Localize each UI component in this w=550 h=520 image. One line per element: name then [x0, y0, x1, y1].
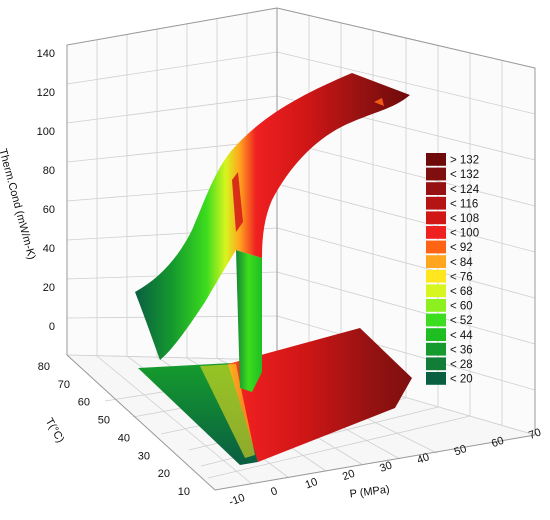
- legend-swatch: [426, 240, 446, 254]
- grid-line: [96, 355, 253, 485]
- legend-swatch: [426, 372, 446, 385]
- y-tick-label: 50: [98, 415, 110, 427]
- legend-label: < 20: [450, 374, 473, 386]
- y-tick-label: 20: [158, 468, 170, 480]
- lower-surface: [138, 328, 412, 465]
- x-tick-label: 30: [378, 459, 394, 474]
- upper-surface-wall: [236, 250, 262, 392]
- grid-line: [66, 51, 278, 85]
- legend-label: < 44: [450, 330, 473, 342]
- x-tick-label: 40: [415, 451, 431, 466]
- x-tick-label: 10: [304, 476, 320, 491]
- legend-label: < 116: [450, 198, 478, 210]
- lower-surface-main-sheet: [228, 328, 412, 462]
- z-tick-label: 60: [43, 204, 55, 216]
- upper-surface: [135, 73, 410, 392]
- y-axis-ticks: 10 20 30 40 50 60 70 80: [38, 361, 190, 498]
- legend-swatch: [426, 284, 446, 298]
- legend-swatch: [426, 342, 446, 356]
- upper-surface-streak-2: [374, 98, 384, 106]
- y-tick-label: 60: [78, 397, 90, 409]
- lower-surface-highlight: [200, 364, 255, 458]
- legend-swatch: [426, 255, 446, 268]
- legend-swatch: [426, 226, 446, 239]
- z-axis-ticks: 0 20 40 60 80 100 120 140: [37, 48, 55, 333]
- legend-label: < 60: [450, 301, 473, 313]
- legend-swatch: [426, 182, 446, 195]
- legend-label: < 28: [450, 359, 473, 371]
- legend-label: < 100: [450, 228, 479, 240]
- upper-surface-sheet: [135, 73, 410, 360]
- legend-label: < 68: [450, 286, 473, 298]
- z-tick-label: 20: [43, 282, 55, 294]
- z-tick-label: 0: [49, 321, 55, 333]
- legend-swatch: [426, 167, 446, 181]
- x-tick-label: 60: [490, 435, 506, 450]
- x-axis-title: P (MPa): [349, 484, 390, 501]
- x-tick-label: 0: [269, 485, 279, 498]
- z-tick-label: 40: [43, 243, 55, 255]
- legend-swatch: [426, 269, 446, 283]
- legend-label: < 92: [450, 242, 473, 254]
- legend-swatch: [426, 153, 446, 166]
- grid-line: [66, 95, 278, 124]
- legend-label: < 84: [450, 257, 473, 269]
- y-tick-label: 40: [118, 432, 130, 444]
- legend-swatch: [426, 196, 446, 210]
- legend-swatch: [426, 357, 446, 371]
- legend-swatch: [426, 328, 446, 341]
- upper-surface-streak: [232, 172, 243, 232]
- legend-label: > 132: [450, 155, 479, 167]
- legend-swatch: [426, 211, 446, 225]
- z-tick-label: 100: [37, 126, 55, 138]
- legend-label: < 36: [450, 344, 473, 356]
- legend-label: < 52: [450, 315, 473, 327]
- z-tick-label: 80: [43, 165, 55, 177]
- grid-line: [207, 415, 471, 479]
- x-tick-label: 50: [453, 443, 469, 458]
- x-tick-label: 70: [527, 426, 543, 441]
- frame-edge: [66, 354, 536, 491]
- y-tick-label: 30: [138, 450, 150, 462]
- x-tick-label: 20: [341, 468, 357, 483]
- legend-label: < 132: [450, 169, 479, 181]
- legend: > 132 < 132 < 124 < 116 < 108 < 100 < 92 < 84 < …: [426, 153, 480, 386]
- z-axis-title: Therm.Cond (mW/m-K): [0, 147, 37, 260]
- y-axis-title: T(°C): [43, 416, 67, 445]
- z-tick-label: 120: [37, 87, 55, 99]
- legend-label: < 108: [450, 213, 479, 225]
- legend-swatch: [426, 299, 446, 312]
- z-tick-label: 140: [37, 48, 55, 60]
- legend-swatch: [426, 313, 446, 327]
- x-axis-ticks: -10 0 10 20 30 40 50 60 70: [227, 426, 542, 508]
- legend-label: < 124: [450, 184, 480, 196]
- y-tick-label: 80: [38, 361, 50, 373]
- x-tick-label: -10: [227, 492, 246, 509]
- y-tick-label: 70: [58, 379, 70, 391]
- y-tick-label: 10: [178, 486, 190, 498]
- legend-label: < 76: [450, 271, 473, 283]
